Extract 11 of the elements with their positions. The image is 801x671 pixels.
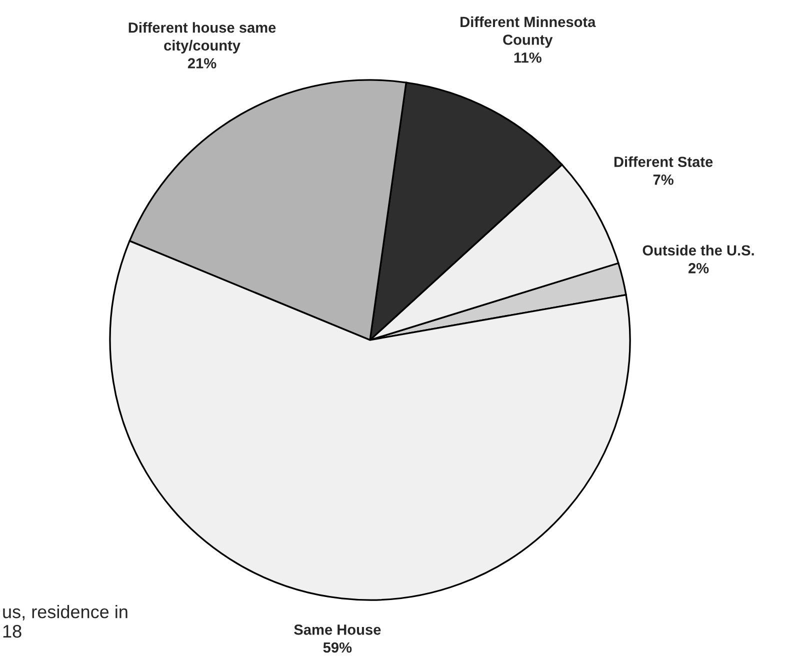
data-label: 2% [688,263,709,274]
slice-label: Same House [294,624,381,635]
data-label: 11% [514,52,542,63]
slice-label: Outside the U.S. [642,244,754,256]
data-label: 7% [653,174,674,185]
slice-label: Different Minnesota County [460,16,596,48]
data-label: 59% [323,642,352,653]
slice-label: Different house same city/county [128,22,276,54]
data-label: 21% [188,58,216,68]
slice-label: Different State [614,156,713,168]
text: us, residence in 18 [3,605,128,638]
